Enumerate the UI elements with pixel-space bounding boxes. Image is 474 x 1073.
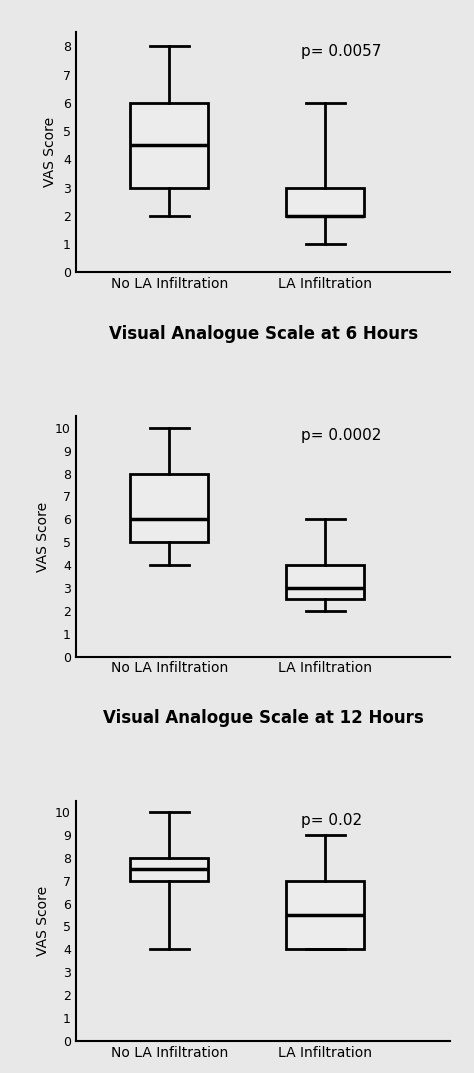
PathPatch shape <box>130 473 209 542</box>
PathPatch shape <box>286 881 365 950</box>
Y-axis label: VAS Score: VAS Score <box>36 501 50 572</box>
PathPatch shape <box>130 857 209 881</box>
PathPatch shape <box>130 103 209 188</box>
Y-axis label: VAS Score: VAS Score <box>44 117 57 188</box>
PathPatch shape <box>286 565 365 600</box>
Text: p= 0.02: p= 0.02 <box>301 812 362 827</box>
PathPatch shape <box>286 188 365 216</box>
Text: Visual Analogue Scale at 12 Hours: Visual Analogue Scale at 12 Hours <box>103 709 423 727</box>
Text: Visual Analogue Scale at 6 Hours: Visual Analogue Scale at 6 Hours <box>109 325 418 343</box>
Text: p= 0.0057: p= 0.0057 <box>301 44 381 59</box>
Text: p= 0.0002: p= 0.0002 <box>301 428 381 443</box>
Y-axis label: VAS Score: VAS Score <box>36 885 50 956</box>
